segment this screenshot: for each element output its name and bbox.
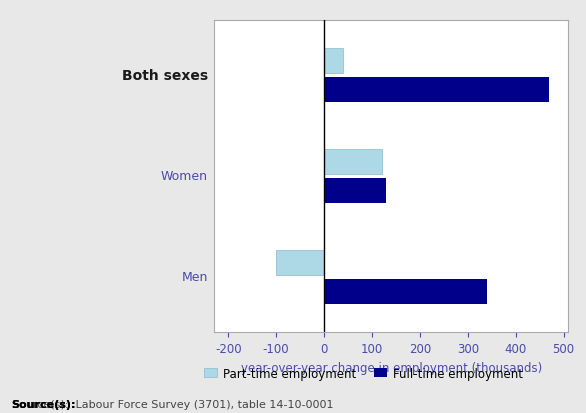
Text: Both sexes: Both sexes	[122, 69, 208, 83]
Bar	[324, 78, 549, 103]
Bar	[324, 178, 386, 204]
Text: Women: Women	[161, 170, 208, 183]
Text: Men: Men	[182, 271, 208, 284]
Bar	[276, 250, 324, 275]
X-axis label: year-over-year change in employment (thousands): year-over-year change in employment (tho…	[240, 361, 542, 374]
Bar	[324, 279, 487, 304]
Legend: Part-time employment, Full-time employment: Part-time employment, Full-time employme…	[199, 362, 527, 385]
Bar	[324, 150, 381, 175]
Bar	[324, 49, 343, 74]
Text: Source(s):: Source(s):	[12, 399, 76, 409]
Text: Source(s):: Source(s):	[12, 399, 76, 409]
Text: Source(s):  Labour Force Survey (3701), table 14-10-0001: Source(s): Labour Force Survey (3701), t…	[12, 399, 333, 409]
